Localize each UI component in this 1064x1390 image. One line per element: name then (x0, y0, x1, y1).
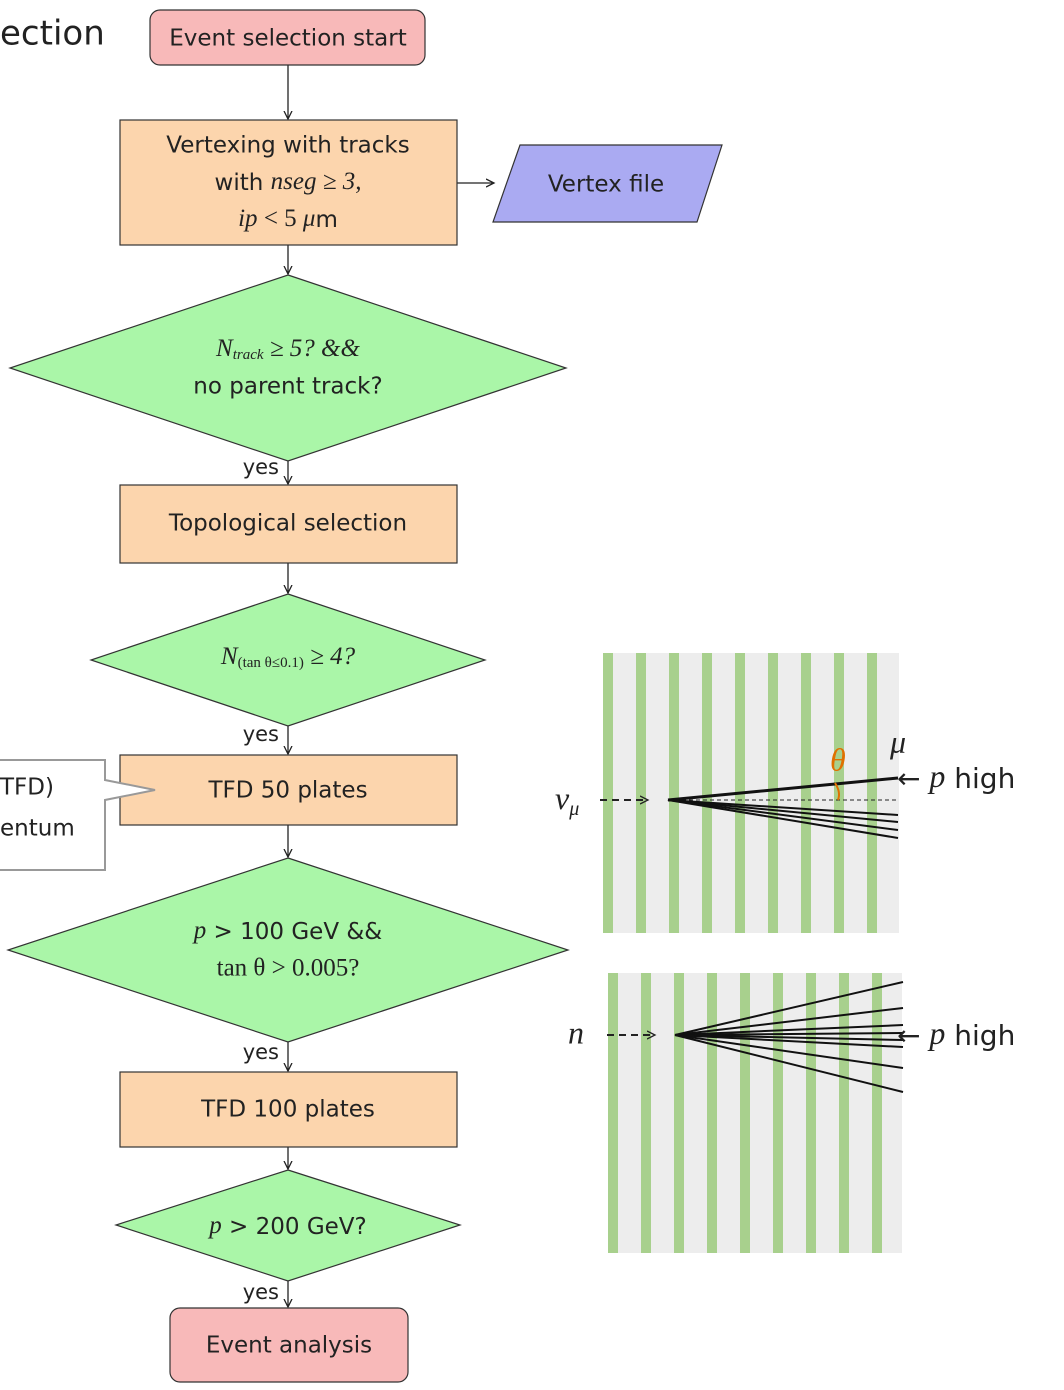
yes-label: yes (243, 1280, 279, 1304)
start-label: Event selection start (169, 26, 406, 52)
decision-line: p > 100 GeV && (192, 917, 383, 945)
process-label: TFD 100 plates (200, 1097, 375, 1123)
layout-shape (872, 973, 882, 1253)
decision-line: tan θ > 0.005? (217, 955, 360, 982)
layout-shape (674, 973, 684, 1253)
layout-shape (608, 973, 902, 1253)
layout-shape (608, 973, 618, 1253)
yes-label: yes (243, 1040, 279, 1064)
decision-line: p > 200 GeV? (207, 1212, 367, 1240)
decision-node (10, 275, 566, 461)
vertexing-line: with nseg ≥ 3, (215, 168, 362, 196)
layout-shape (773, 973, 783, 1253)
callout-line: TFD) (0, 775, 54, 801)
layout-shape (768, 653, 778, 933)
vertexing-line: ip < 5 μm (238, 205, 338, 233)
angle-label: θ (830, 741, 846, 777)
yes-label: yes (243, 722, 279, 746)
layout-shape (707, 973, 717, 1253)
yes-label: yes (243, 455, 279, 479)
beam-label: νμ (555, 780, 579, 819)
layout-shape (641, 973, 651, 1253)
layout-shape (702, 653, 712, 933)
layout-shape (801, 653, 811, 933)
slide-title: ection (0, 14, 105, 54)
layout-shape (740, 973, 750, 1253)
decision-line: no parent track? (193, 374, 382, 400)
decision-node (8, 858, 568, 1042)
muon-label: μ (889, 723, 906, 759)
process-label: TFD 50 plates (207, 778, 367, 804)
vertex-file-label: Vertex file (548, 172, 664, 198)
process-label: Topological selection (168, 511, 407, 537)
end-label: Event analysis (206, 1333, 372, 1359)
vertexing-line: Vertexing with tracks (166, 133, 409, 159)
callout-line: entum (0, 816, 75, 842)
momentum-label: ← p high (897, 758, 1015, 795)
layout-shape (603, 653, 613, 933)
beam-label: n (568, 1014, 584, 1050)
layout-shape (636, 653, 646, 933)
layout-shape (806, 973, 816, 1253)
layout-shape (867, 653, 877, 933)
detector-illustration (608, 973, 902, 1253)
momentum-label: ← p high (897, 1015, 1015, 1052)
diagram: ection Event selection start Vertexing w… (0, 0, 1064, 1390)
layout-shape (669, 653, 679, 933)
